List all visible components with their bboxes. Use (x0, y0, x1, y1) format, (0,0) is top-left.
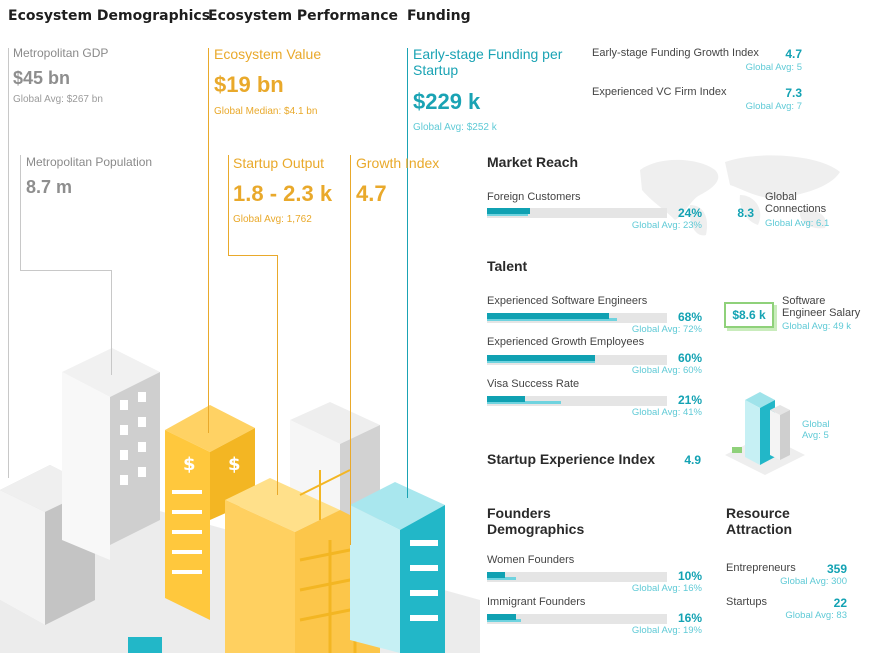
founders-row-1-bar (487, 572, 667, 582)
growth-line (350, 155, 351, 545)
resource-row-1-value: 359 (826, 562, 847, 576)
svg-text:$: $ (228, 454, 241, 475)
resource-row-2-label: Startups (726, 596, 767, 608)
founders-row-2-avg: Global Avg: 19% (631, 625, 702, 636)
talent-title: Talent (487, 258, 528, 274)
founders-title: Founders Demographics (487, 505, 585, 537)
resource-row-1-avg: Global Avg: 300 (780, 576, 847, 587)
foreign-customers-avg: Global Avg: 23% (631, 220, 702, 231)
foreign-customers-value-bar (487, 208, 531, 214)
teal-vehicle (128, 637, 162, 653)
resource-row-1-label: Entrepreneurs (726, 562, 796, 574)
resource-row-2-value: 22 (833, 596, 847, 610)
value-line (208, 48, 209, 433)
svg-text:$: $ (183, 454, 196, 475)
talent-row-1-avg: Global Avg: 72% (631, 324, 702, 335)
salary-value: $8.6 k (732, 308, 766, 322)
founders-row-1-value-bar (487, 572, 505, 578)
founders-row-1-pct: 10% (677, 569, 702, 583)
talent-row-2-label: Experienced Growth Employees (487, 336, 645, 348)
foreign-customers-pct: 24% (677, 206, 702, 220)
talent-row-2-avg: Global Avg: 60% (631, 365, 702, 376)
talent-row-1-bar (487, 313, 667, 323)
market-reach-title: Market Reach (487, 154, 579, 170)
header-funding: Funding (407, 8, 471, 24)
salary-avg: Global Avg: 49 k (782, 321, 852, 332)
talent-row-1-label: Experienced Software Engineers (487, 295, 648, 307)
talent-row-1-pct: 68% (677, 310, 702, 324)
output-line (228, 155, 229, 255)
pop-value: 8.7 m (26, 177, 73, 197)
talent-row-3-bar (487, 396, 667, 406)
pop-line-h (20, 270, 112, 271)
gdp-line (8, 48, 9, 478)
talent-row-1-value-bar (487, 313, 610, 319)
early-funding-avg: Global Avg: $252 k (413, 122, 497, 133)
pop-label: Metropolitan Population (26, 155, 153, 169)
pop-line (20, 155, 21, 270)
building-avg: Global Avg: 5 (802, 419, 830, 441)
talent-row-3-value-bar (487, 396, 525, 402)
growth-index-label: Early-stage Funding Growth Index (592, 47, 759, 59)
growth-label: Growth Index (356, 155, 440, 171)
talent-row-3-label: Visa Success Rate (487, 378, 580, 390)
world-map-icon (640, 155, 840, 236)
vc-avg: Global Avg: 7 (745, 101, 802, 112)
talent-row-3-pct: 21% (677, 393, 702, 407)
startup-experience-title: Startup Experience Index (487, 451, 656, 467)
teal-building (350, 482, 445, 653)
output-avg: Global Avg: 1,762 (233, 214, 312, 225)
yellow-building: $ $ (165, 405, 255, 620)
resource-title: Resource Attraction (726, 505, 793, 537)
growth-index-value: 4.7 (785, 47, 802, 61)
connections-avg: Global Avg: 6.1 (765, 218, 830, 229)
startup-experience-value: 4.9 (684, 453, 701, 467)
resource-row-2-avg: Global Avg: 83 (785, 610, 847, 621)
header-performance: Ecosystem Performance (208, 8, 398, 24)
talent-row-2-bar (487, 355, 667, 365)
output-line-h (228, 255, 278, 256)
founders-row-2-value-bar (487, 614, 516, 620)
vc-label: Experienced VC Firm Index (592, 86, 727, 98)
early-funding-value: $229 k (413, 89, 481, 114)
talent-row-2-value-bar (487, 355, 595, 361)
early-funding-label: Early-stage Funding per Startup (413, 46, 563, 78)
talent-row-3-avg: Global Avg: 41% (631, 407, 702, 418)
foreign-customers-label: Foreign Customers (487, 191, 581, 203)
eco-value-median: Global Median: $4.1 bn (214, 106, 318, 117)
connections-value: 8.3 (737, 206, 754, 220)
foreign-customers-bar (487, 208, 667, 218)
vc-value: 7.3 (785, 86, 802, 100)
header-demographics: Ecosystem Demographics (8, 8, 211, 24)
growth-index-avg: Global Avg: 5 (745, 62, 802, 73)
output-line-v2 (277, 255, 278, 495)
founders-row-2-pct: 16% (677, 611, 702, 625)
pop-line-v2 (111, 270, 112, 375)
founders-row-2-global-bar (487, 619, 522, 622)
connections-label: Global Connections (765, 191, 827, 215)
talent-row-1-global-bar (487, 318, 617, 321)
growth-value: 4.7 (356, 181, 387, 206)
talent-row-3-global-bar (487, 401, 561, 404)
gdp-label: Metropolitan GDP (13, 46, 109, 60)
founders-row-1-avg: Global Avg: 16% (631, 583, 702, 594)
salary-label: Software Engineer Salary (782, 295, 861, 319)
foreign-customers-global-bar (487, 213, 529, 216)
buildings-icon (725, 392, 805, 475)
gdp-avg: Global Avg: $267 bn (13, 94, 103, 105)
founders-row-1-label: Women Founders (487, 554, 575, 566)
founders-row-2-bar (487, 614, 667, 624)
output-value: 1.8 - 2.3 k (233, 181, 333, 206)
eco-value: $19 bn (214, 72, 284, 97)
talent-row-2-pct: 60% (677, 351, 702, 365)
funding-line (407, 48, 408, 498)
talent-row-2-global-bar (487, 360, 595, 363)
founders-row-2-label: Immigrant Founders (487, 596, 586, 608)
salary-box: $8.6 k (724, 302, 774, 328)
founders-row-1-global-bar (487, 577, 516, 580)
output-label: Startup Output (233, 155, 325, 171)
eco-value-label: Ecosystem Value (214, 46, 322, 62)
gdp-value: $45 bn (13, 68, 71, 88)
